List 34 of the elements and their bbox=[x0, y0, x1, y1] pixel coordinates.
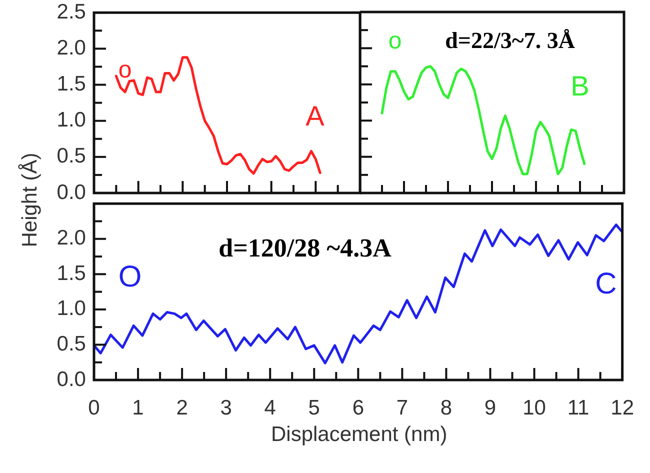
y-tick-label: 1.5 bbox=[56, 262, 86, 285]
y-tick-label: 2.0 bbox=[56, 226, 86, 250]
text: o bbox=[388, 28, 402, 55]
x-tick-label: 5 bbox=[308, 396, 320, 420]
x-tick-label: 0 bbox=[88, 396, 100, 420]
x-tick-label: 7 bbox=[396, 396, 408, 420]
annotation: o bbox=[118, 56, 132, 84]
x-tick-label: 1 bbox=[132, 396, 144, 420]
x-tick-label: 12 bbox=[610, 396, 634, 420]
x-tick-label: 6 bbox=[352, 396, 364, 420]
x-tick-label: 11 bbox=[567, 396, 590, 420]
y-tick-label: 1.0 bbox=[56, 108, 86, 132]
y-axis-title: Height (Å) bbox=[18, 152, 42, 248]
x-tick-label: 4 bbox=[264, 396, 276, 420]
y-tick-label: 2.5 bbox=[56, 0, 86, 24]
x-tick-label: 3 bbox=[220, 396, 232, 420]
x-tick-label: 8 bbox=[440, 396, 452, 420]
y-tick-label: 2.0 bbox=[56, 36, 86, 60]
x-tick-label: 2 bbox=[176, 396, 188, 420]
annotation: C bbox=[595, 267, 617, 300]
y-tick-label: 0.5 bbox=[56, 332, 86, 356]
y-tick-label: 0.0 bbox=[56, 180, 86, 204]
y-tick-label: 0.5 bbox=[56, 144, 86, 168]
text: d=22/3~7. 3Å bbox=[445, 28, 576, 53]
y-tick-label: 1.5 bbox=[56, 72, 86, 96]
y-tick-label: 1.0 bbox=[56, 297, 86, 320]
y-tick-label: 0.0 bbox=[56, 368, 86, 391]
annotation: B bbox=[570, 70, 590, 102]
x-tick-label: 9 bbox=[484, 396, 496, 420]
x-tick-label: 10 bbox=[522, 396, 546, 420]
annotation: d=120/28 ~4.3A bbox=[218, 234, 392, 263]
x-axis-title: Displacement (nm) bbox=[271, 423, 448, 447]
annotation: A bbox=[306, 100, 325, 132]
annotation: O bbox=[118, 260, 142, 294]
